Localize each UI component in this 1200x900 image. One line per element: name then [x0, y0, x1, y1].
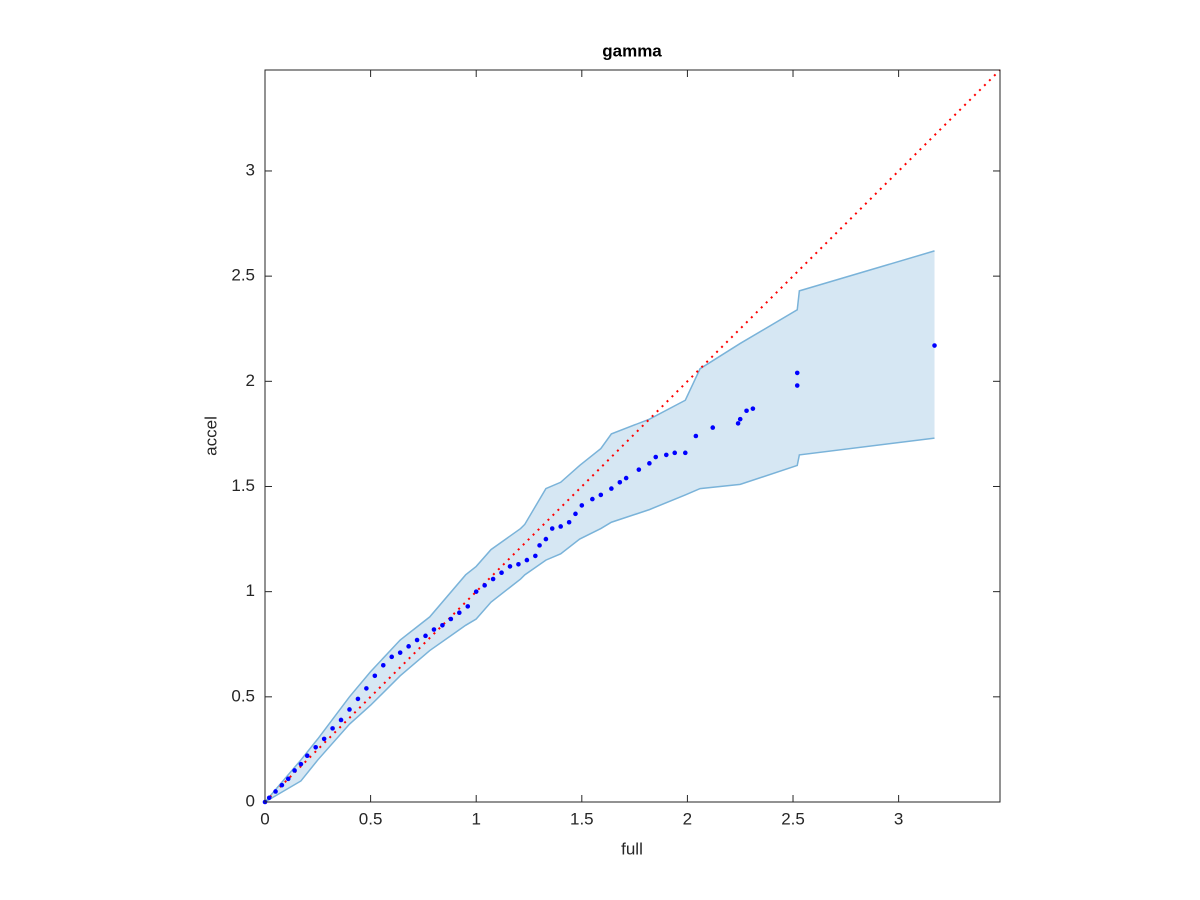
- data-point: [566, 519, 572, 525]
- data-point: [338, 717, 344, 723]
- data-point: [355, 696, 361, 702]
- data-point: [590, 496, 595, 502]
- y-axis-label: accel: [201, 416, 220, 456]
- data-point: [482, 583, 487, 588]
- data-point: [440, 623, 445, 628]
- axes-box: [264, 69, 1001, 803]
- chart-title: gamma: [602, 41, 662, 60]
- band-lower: [264, 437, 935, 803]
- data-point: [672, 450, 678, 456]
- data-point: [794, 383, 800, 388]
- y-tick-label: 2: [246, 371, 255, 390]
- data-point: [389, 654, 395, 660]
- data-point: [579, 503, 585, 508]
- data-point: [737, 416, 743, 422]
- data-point: [465, 604, 471, 609]
- data-point: [609, 486, 614, 491]
- data-point: [448, 616, 454, 622]
- data-point: [598, 492, 604, 498]
- data-point: [279, 782, 285, 788]
- x-tick-label: 0: [260, 809, 269, 828]
- data-point: [298, 761, 304, 767]
- data-point: [516, 562, 521, 567]
- data-point: [507, 564, 513, 569]
- data-point: [524, 557, 530, 563]
- data-point: [558, 524, 563, 529]
- band-upper: [264, 250, 935, 803]
- data-point: [549, 526, 555, 531]
- data-point: [473, 589, 479, 594]
- data-point: [372, 673, 378, 679]
- data-point: [693, 433, 699, 439]
- data-point: [647, 461, 652, 466]
- data-point: [414, 637, 420, 643]
- data-point: [499, 570, 504, 576]
- data-point: [744, 408, 749, 414]
- x-axis-label: full: [621, 839, 643, 858]
- data-point: [932, 343, 937, 348]
- data-point: [406, 644, 411, 649]
- data-point: [750, 406, 756, 411]
- data-point: [457, 610, 462, 615]
- data-point: [292, 768, 297, 773]
- data-point: [397, 650, 403, 655]
- y-tick-label: 1.5: [231, 476, 255, 495]
- data-point: [710, 425, 716, 430]
- data-point: [735, 421, 741, 426]
- data-point: [266, 795, 272, 801]
- data-point: [313, 745, 318, 750]
- band-fill: [265, 250, 935, 802]
- reference-line: [264, 69, 1001, 803]
- data-point: [380, 662, 386, 668]
- x-tick-label: 0.5: [359, 809, 383, 828]
- data-point: [364, 686, 369, 691]
- data-point: [273, 789, 278, 794]
- data-point: [794, 370, 800, 376]
- data-point: [304, 753, 310, 759]
- data-point: [683, 450, 688, 456]
- data-point: [431, 627, 437, 632]
- data-point: [537, 543, 542, 548]
- x-tick-label: 1.5: [570, 809, 594, 828]
- data-point: [285, 776, 291, 782]
- data-point: [330, 726, 335, 731]
- y-tick-label: 0.5: [231, 686, 255, 705]
- data-point: [653, 454, 659, 460]
- x-tick-label: 2: [683, 809, 692, 828]
- data-point: [543, 536, 549, 542]
- y-tick-label: 3: [246, 160, 255, 179]
- x-tick-label: 2.5: [781, 809, 805, 828]
- y-tick-label: 2.5: [231, 266, 255, 285]
- data-point: [636, 467, 642, 472]
- data-point: [663, 452, 669, 458]
- x-tick-label: 1: [471, 809, 480, 828]
- y-tick-label: 1: [246, 581, 255, 600]
- data-point: [490, 576, 496, 582]
- data-point: [321, 736, 327, 742]
- data-point: [623, 475, 629, 481]
- data-point: [573, 511, 578, 517]
- data-point: [617, 479, 623, 485]
- y-tick-label: 0: [246, 791, 255, 810]
- data-point: [347, 707, 352, 712]
- x-tick-label: 3: [894, 809, 903, 828]
- data-point: [423, 633, 428, 639]
- data-point: [533, 553, 538, 559]
